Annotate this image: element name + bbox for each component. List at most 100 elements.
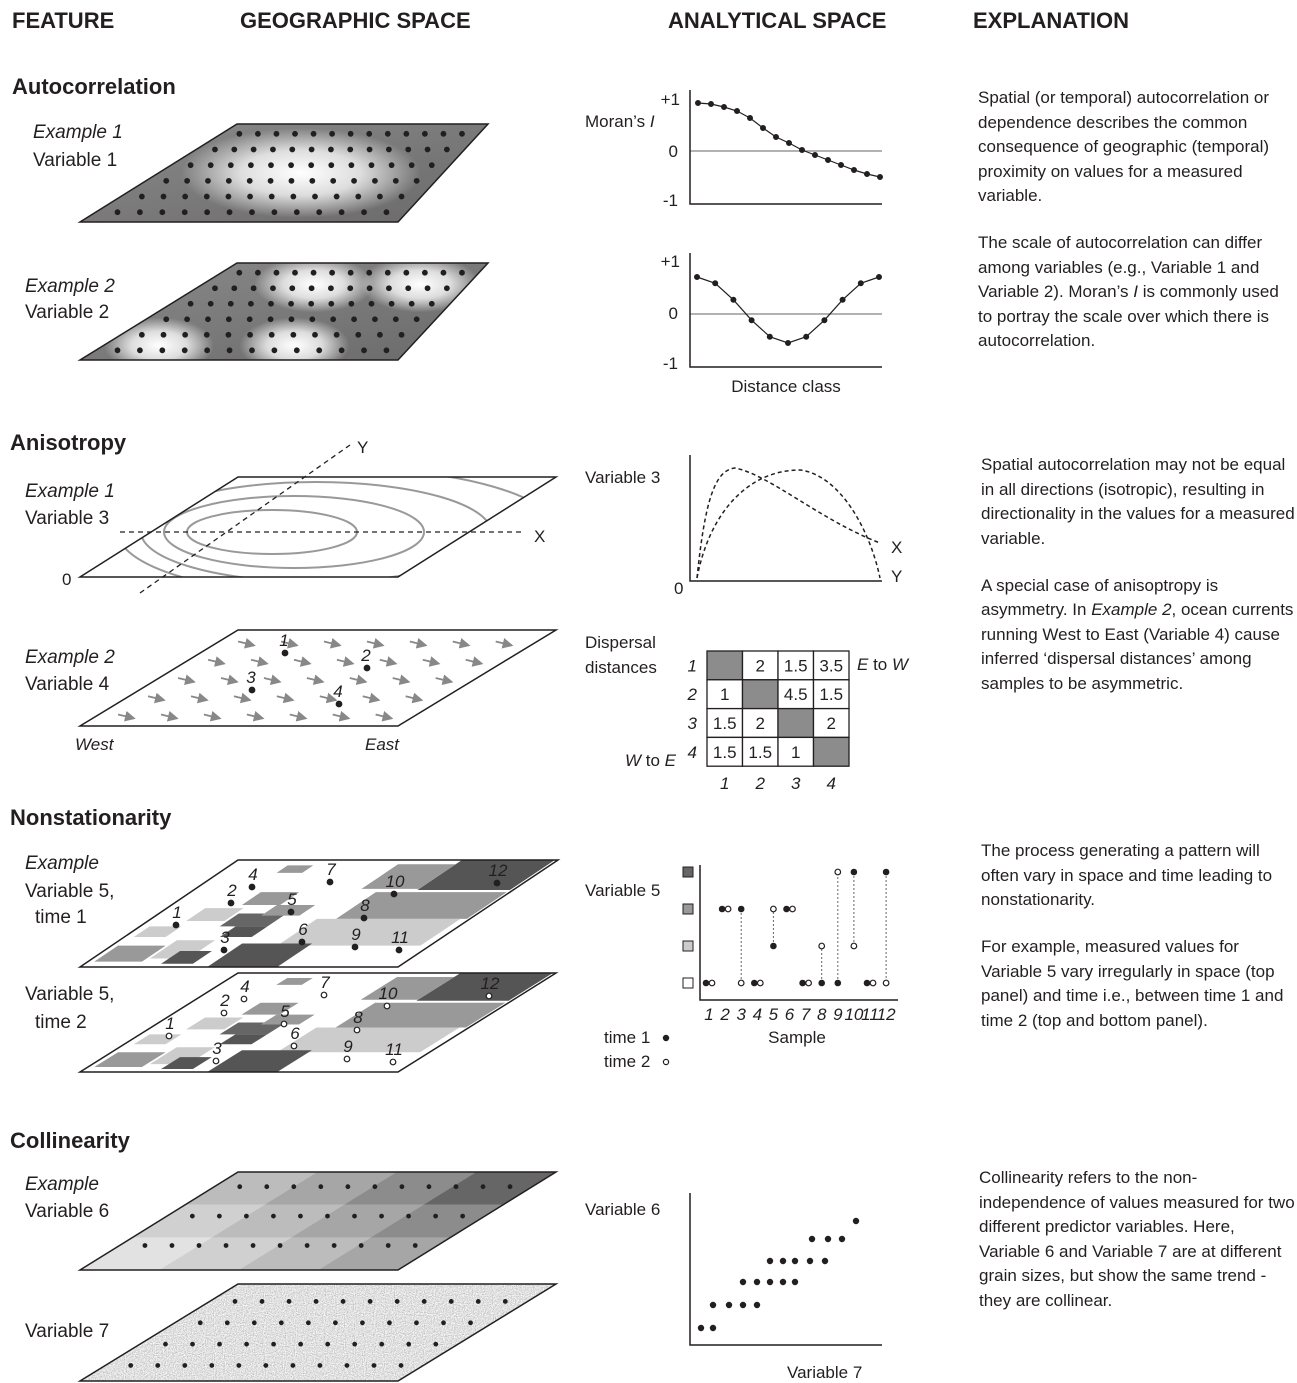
point <box>114 209 121 216</box>
point <box>292 269 298 276</box>
point <box>308 146 315 153</box>
example-label: Example 1 <box>33 122 123 143</box>
point <box>280 1020 288 1028</box>
paragraph: Spatial autocorrelation may not be equal… <box>981 453 1297 551</box>
point <box>387 1320 392 1326</box>
point <box>165 1032 173 1040</box>
point <box>351 943 359 951</box>
map-outline <box>77 972 559 1073</box>
variable-label: Variable 5, <box>25 984 114 1005</box>
patch <box>344 1172 478 1205</box>
point <box>372 316 378 323</box>
point <box>502 1299 508 1304</box>
point <box>250 146 257 153</box>
x-tick-label: 6 <box>785 1005 795 1024</box>
matrix-cell <box>777 736 815 767</box>
variable-label: Variable 5, <box>25 881 114 902</box>
point <box>485 992 493 1000</box>
patch <box>277 918 461 946</box>
point <box>204 347 211 354</box>
point <box>453 1184 459 1190</box>
point <box>389 1058 397 1066</box>
point <box>312 331 318 338</box>
point <box>333 331 340 338</box>
point <box>863 171 870 178</box>
point <box>264 1184 270 1190</box>
axis <box>689 1193 882 1346</box>
point <box>371 1363 377 1368</box>
point <box>187 162 194 169</box>
point <box>227 162 234 169</box>
matrix-cell <box>777 679 815 710</box>
text-run: I <box>1133 282 1139 301</box>
point <box>308 285 315 292</box>
point <box>403 130 410 137</box>
point <box>368 300 375 307</box>
point <box>398 1363 404 1368</box>
point <box>212 285 218 292</box>
y-label: Variable 5 <box>585 881 660 900</box>
variable-label: Variable 2 <box>25 302 109 323</box>
point <box>366 269 373 276</box>
point <box>366 146 373 153</box>
point <box>248 686 256 694</box>
current-arrow <box>306 674 325 685</box>
point <box>694 99 701 106</box>
origin-label: 0 <box>62 570 71 589</box>
time2-point <box>724 905 732 913</box>
point <box>428 300 435 307</box>
current-arrow <box>246 710 265 722</box>
section-title: Nonstationarity <box>10 805 172 830</box>
point <box>159 209 166 216</box>
point <box>250 1243 256 1248</box>
matrix-cell <box>812 736 850 767</box>
col-label: 1 <box>720 774 729 793</box>
point <box>355 331 362 338</box>
axis-y <box>139 444 351 594</box>
point <box>720 103 727 110</box>
point <box>330 177 337 184</box>
point <box>383 209 390 216</box>
point <box>839 296 846 303</box>
sample-label: 3 <box>220 928 230 947</box>
patch <box>276 977 313 985</box>
axis-label: Y <box>357 438 368 457</box>
direction-label: West <box>75 735 115 754</box>
current-arrow <box>362 692 381 704</box>
current-arrow <box>289 710 308 722</box>
point <box>383 347 390 354</box>
cell-value: 1 <box>720 685 729 704</box>
time2-point <box>850 942 858 950</box>
highlight <box>180 128 421 218</box>
point <box>232 1299 238 1304</box>
sample-label: 9 <box>351 925 361 944</box>
point <box>392 177 399 184</box>
point <box>352 1341 358 1347</box>
point <box>468 1320 473 1326</box>
point <box>329 269 336 276</box>
current-arrow <box>332 710 351 722</box>
point <box>421 1299 427 1304</box>
map-outline <box>77 629 559 727</box>
origin-label: 0 <box>674 579 683 598</box>
x-label: Sample <box>768 1028 826 1047</box>
point <box>361 209 367 216</box>
point <box>271 209 278 216</box>
point <box>287 908 295 916</box>
text-run: Collinearity refers to the non-independe… <box>979 1168 1295 1310</box>
matrix-label: distances <box>585 658 657 677</box>
sample-label: 4 <box>333 682 342 701</box>
time2-point <box>770 905 777 913</box>
direction-part: to <box>641 751 665 770</box>
point <box>821 317 828 324</box>
point <box>203 331 210 338</box>
point <box>236 269 243 276</box>
point <box>290 1363 296 1368</box>
point <box>216 1213 222 1219</box>
point <box>254 269 261 276</box>
point <box>159 347 166 354</box>
point <box>821 1257 829 1265</box>
patch <box>241 1002 299 1015</box>
point <box>250 285 257 292</box>
